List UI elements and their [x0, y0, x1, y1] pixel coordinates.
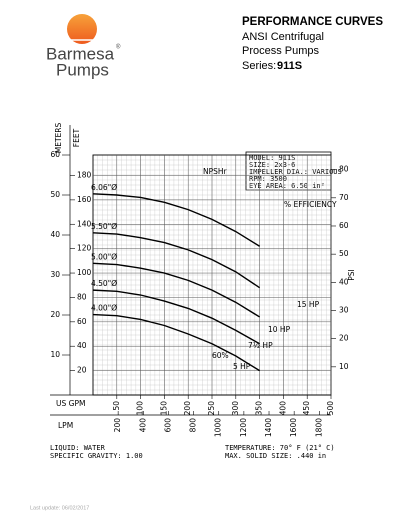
head-curve — [92, 262, 260, 318]
lpm-label: LPM — [58, 421, 73, 430]
psi-tick-label: 30 — [339, 305, 349, 314]
y-tick-label: 180 — [77, 170, 92, 179]
spec-line: RPM: 3500 — [249, 175, 287, 183]
annotation: NPSHr — [203, 167, 228, 176]
meters-tick-label: 60 — [50, 150, 60, 159]
psi-tick-label: 20 — [339, 334, 349, 343]
x-tick-label: 200 — [183, 401, 192, 416]
lpm-tick-label: 200 — [113, 418, 122, 433]
annotation: 60% — [212, 351, 229, 360]
meters-label: METERS — [54, 123, 63, 154]
spec-line: EYE AREA: 6.50 in² — [249, 182, 325, 190]
update-note: Last update: 06/02/2017 — [30, 505, 89, 511]
annotation: % EFFICIENCY — [284, 200, 337, 209]
annotation: 15 HP — [297, 300, 320, 309]
meters-tick-label: 30 — [50, 270, 60, 279]
y-axis-label: FEET — [72, 128, 81, 147]
brand-reg: ® — [116, 44, 121, 51]
logo-sun — [67, 14, 97, 44]
note: LIQUID: WATER — [50, 444, 106, 452]
series-label: Series: — [242, 60, 276, 72]
y-tick-label: 60 — [77, 317, 87, 326]
lpm-tick-label: 1200 — [239, 418, 248, 437]
x-tick-label: 100 — [136, 401, 145, 416]
brand-sub: Pumps — [56, 60, 109, 79]
x-tick-label: 300 — [231, 401, 240, 416]
lpm-tick-label: 1000 — [214, 418, 223, 437]
head-curve — [92, 232, 260, 289]
subtitle: Process Pumps — [242, 45, 320, 57]
lpm-tick-label: 600 — [163, 418, 172, 433]
spec-line: MODEL: 911S — [249, 154, 295, 162]
meters-tick-label: 10 — [50, 350, 60, 359]
spec-line: IMPELLER DIA.: VARIOUS — [249, 168, 342, 176]
lpm-tick-label: 1400 — [264, 418, 273, 437]
y-tick-label: 20 — [77, 366, 87, 375]
note: MAX. SOLID SIZE: .440 in — [225, 452, 326, 460]
x-axis-label: US GPM — [56, 399, 85, 408]
curve-label: 4.50"Ø — [91, 279, 117, 288]
annotation: 7½ HP — [248, 341, 273, 350]
y-tick-label: 160 — [77, 195, 92, 204]
subtitle: ANSI Centrifugal — [242, 31, 324, 43]
curve-label: 5.00"Ø — [91, 252, 117, 261]
series-value: 911S — [277, 60, 302, 72]
y-tick-label: 100 — [77, 268, 92, 277]
meters-tick-label: 20 — [50, 310, 60, 319]
annotation: 5 HP — [233, 362, 251, 371]
psi-label: PSI — [347, 269, 356, 281]
y-tick-label: 120 — [77, 244, 92, 253]
note: SPECIFIC GRAVITY: 1.00 — [50, 452, 143, 460]
curve-label: 4.00"Ø — [91, 304, 117, 313]
head-curve — [92, 193, 260, 247]
x-tick-label: 50 — [112, 401, 121, 411]
head-curve — [92, 289, 260, 345]
y-tick-label: 80 — [77, 292, 87, 301]
meters-tick-label: 40 — [50, 230, 60, 239]
curve-label: 6.06"Ø — [91, 183, 117, 192]
note: TEMPERATURE: 70° F (21° C) — [225, 444, 335, 452]
lpm-tick-label: 400 — [138, 418, 147, 433]
y-tick-label: 40 — [77, 341, 87, 350]
lpm-tick-label: 800 — [189, 418, 198, 433]
psi-tick-label: 40 — [339, 277, 349, 286]
brand: Barmesa — [46, 44, 115, 63]
y-tick-label: 140 — [77, 219, 92, 228]
head-curve — [92, 313, 260, 372]
title: PERFORMANCE CURVES — [242, 16, 383, 28]
x-tick-label: 450 — [302, 401, 311, 416]
x-tick-label: 400 — [278, 401, 287, 416]
x-tick-label: 150 — [159, 401, 168, 416]
meters-tick-label: 50 — [50, 190, 60, 199]
psi-tick-label: 60 — [339, 221, 349, 230]
annotation: 10 HP — [268, 325, 291, 334]
x-tick-label: 500 — [326, 401, 335, 416]
x-tick-label: 250 — [207, 401, 216, 416]
lpm-tick-label: 1600 — [289, 418, 298, 437]
psi-tick-label: 50 — [339, 249, 349, 258]
x-tick-label: 350 — [255, 401, 264, 416]
psi-tick-label: 80 — [339, 165, 349, 174]
psi-tick-label: 70 — [339, 193, 349, 202]
lpm-tick-label: 1800 — [314, 418, 323, 437]
curve-label: 5.50"Ø — [91, 222, 117, 231]
psi-tick-label: 10 — [339, 362, 349, 371]
